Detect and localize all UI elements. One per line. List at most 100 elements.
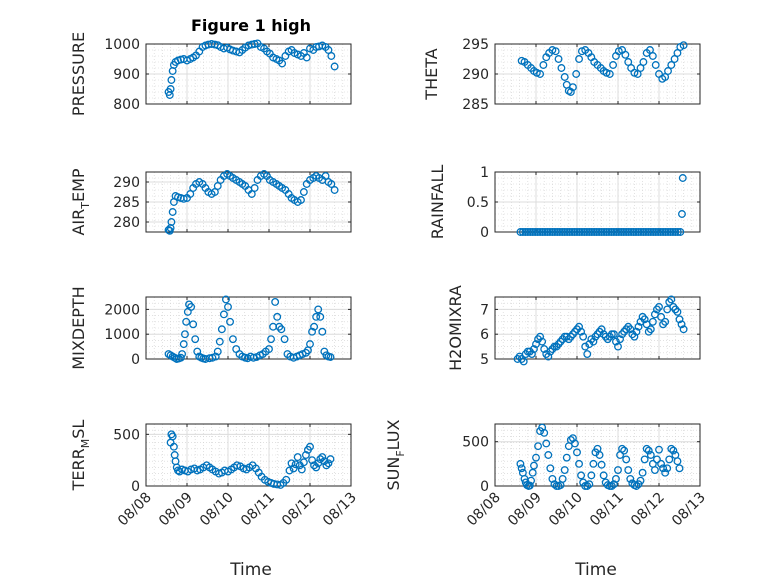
data-point [523,228,532,236]
data-point [228,335,237,344]
data-point [526,228,535,236]
panel-sun-flux: 0 500 08/08 08/09 08/10 08/11 08/12 08/13 SUNFL… [384,419,709,529]
panel-rainfall: 0 0.5 1 RAINFALL [428,165,701,241]
data-point [322,461,331,470]
data-point [664,228,672,236]
x-tick-label: 08/12 [279,490,319,530]
data-point [676,228,685,236]
y-tick-label: 800 [113,97,140,113]
x-tick-label: 08/10 [197,490,237,530]
data-point [326,455,335,464]
data-point [600,228,609,236]
data-point [299,188,308,196]
axes-box [494,423,701,487]
data-point [581,342,590,351]
data-point [587,471,596,480]
data-point [518,228,527,236]
data-point [167,218,176,226]
data-point [589,459,598,468]
ylabel-pressure: PRESSURE [69,32,88,116]
data-point [560,466,569,475]
data-point [589,337,598,346]
data-point [550,228,559,236]
data-point [530,345,538,354]
data-point [614,466,622,475]
data-point [632,482,641,490]
data-point [614,342,622,351]
x-tick-label: 08/08 [464,490,504,530]
data-point [560,73,569,81]
data-point [551,47,560,56]
data-point [301,451,310,459]
data-point [679,325,688,334]
data-point [168,432,177,441]
data-point [191,335,200,344]
data-point [265,345,273,354]
data-point [324,459,333,468]
data-point [634,228,643,236]
data-point [575,55,583,63]
data-point [217,325,226,334]
data-point [632,327,641,336]
data-point [646,325,655,334]
data-point [517,464,526,473]
data-point [612,474,620,483]
data-point [661,468,670,477]
x-tick-label: 08/11 [238,490,278,530]
panel-pressure: 800 900 1000 PRESSURE [69,32,352,116]
data-point [648,317,657,326]
figure-title: Figure 1 high [191,16,311,35]
data-point [644,446,653,455]
data-point [622,228,631,236]
data-point [530,461,538,470]
data-point [678,210,686,218]
data-point [640,455,649,464]
data-point [544,451,553,459]
data-point [566,88,575,96]
data-point [233,461,241,470]
y-tick-label: 285 [462,97,489,113]
data-point [546,464,555,473]
data-point [326,353,335,361]
data-point [558,474,567,483]
y-tick-label: 900 [113,67,140,83]
data-point [312,463,321,472]
data-point [540,428,549,437]
data-point [618,444,627,453]
data-point [602,228,611,236]
data-point [640,315,649,324]
y-tick-label: 1000 [104,37,140,53]
data-point [597,460,606,469]
ylabel-mixdepth: MIXDEPTH [69,286,88,369]
ylabel-sun-flux: SUNFLUX [384,419,407,490]
data-point [278,59,287,68]
data-point [646,451,655,459]
data-point [327,52,336,60]
data-point [167,76,176,84]
axes-box [494,296,701,360]
panel-terr-msl: 0 500 08/08 08/09 08/10 08/11 08/12 08/13 TERRM… [69,420,360,530]
data-point [219,310,228,319]
data-point [573,228,581,236]
ylabel-rainfall: RAINFALL [428,165,447,240]
data-point [536,228,545,236]
data-point [542,439,551,448]
y-tick-label: 5 [480,352,489,368]
data-point [314,305,323,314]
data-point [548,228,557,236]
data-point [619,228,628,236]
data-point [661,228,670,236]
data-point [568,83,577,92]
data-point [629,228,638,236]
x-tick-label: 08/09 [505,490,545,530]
data-point [650,466,659,475]
y-tick-label: 280 [113,215,140,231]
data-point [568,228,577,236]
data-point [308,456,316,465]
data-point [541,228,549,236]
data-point [577,327,586,336]
data-point [585,340,594,349]
data-point [558,228,567,236]
y-tick-label: 290 [462,67,489,83]
data-point [661,317,670,326]
